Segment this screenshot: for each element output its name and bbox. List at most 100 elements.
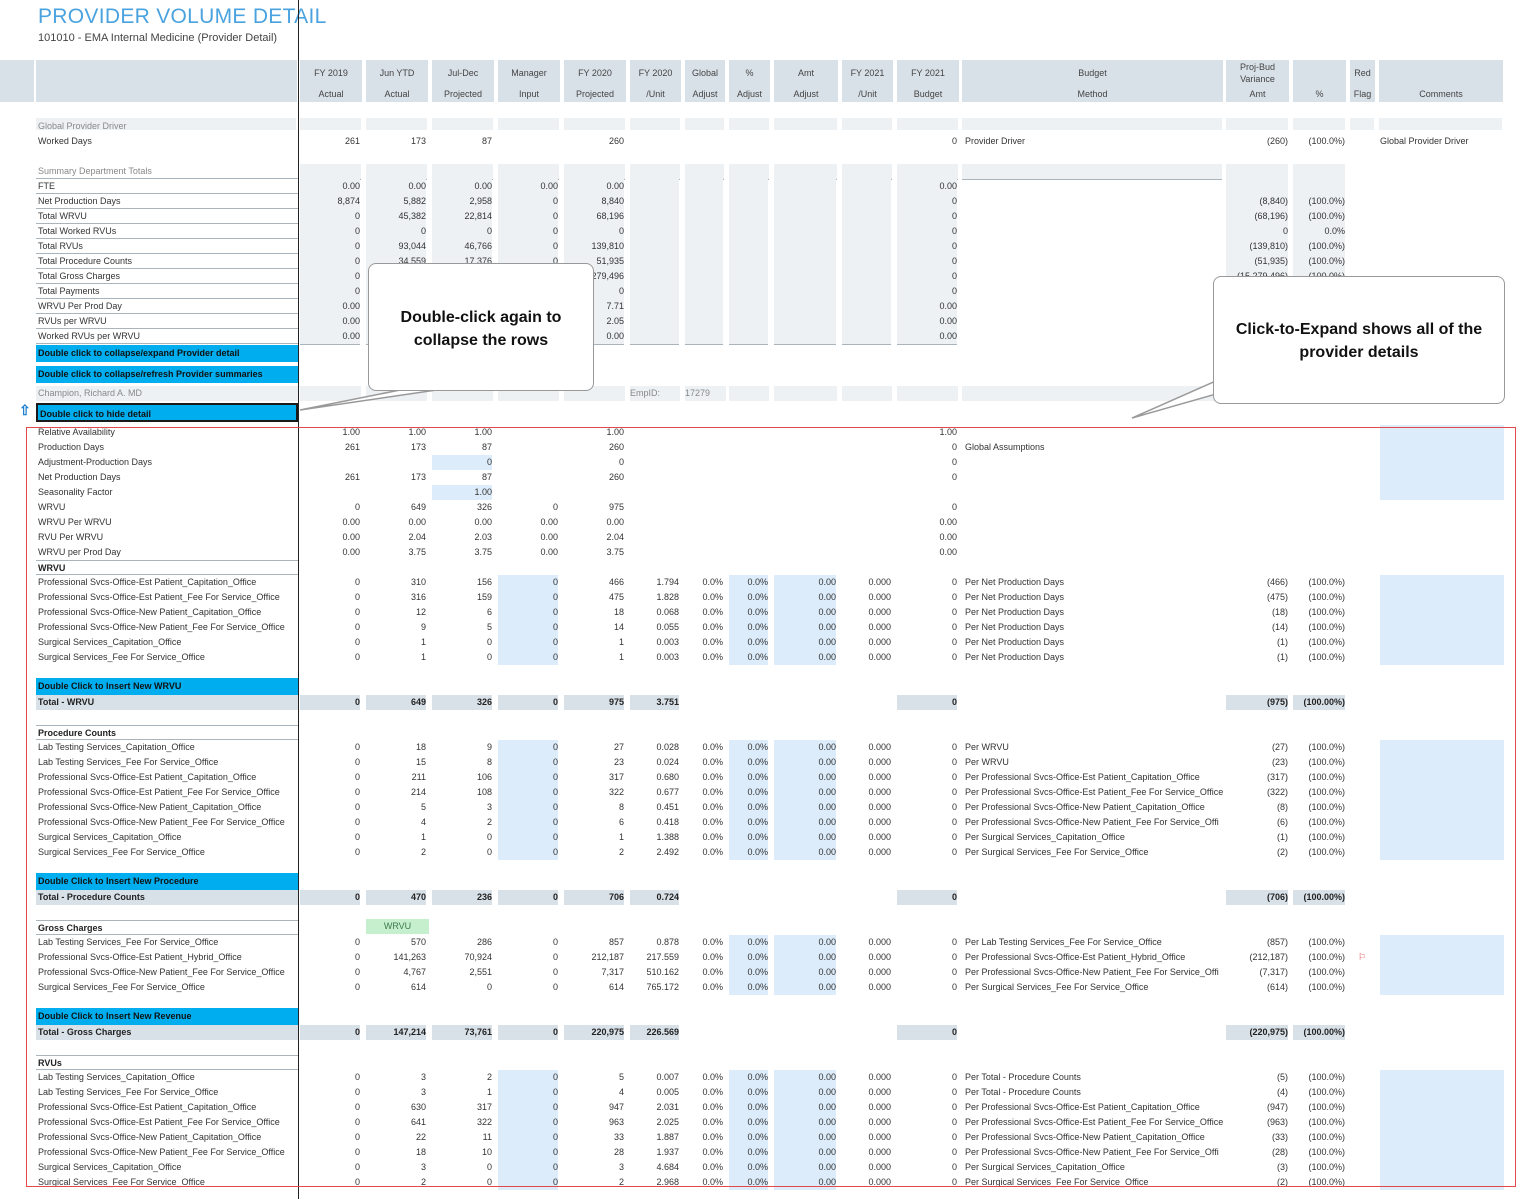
cell-value[interactable]: 0	[498, 590, 558, 605]
cell-value[interactable]: 0	[498, 770, 558, 785]
cell-value[interactable]: 0	[498, 1100, 558, 1115]
insert-new-procedure-band[interactable]: Double Click to Insert New Procedure	[36, 873, 298, 890]
cell-value[interactable]: 0.0%	[729, 1115, 768, 1130]
cell-value[interactable]: 0	[498, 575, 558, 590]
cell-value[interactable]: 0	[498, 800, 558, 815]
cell-value[interactable]: 0.00	[774, 830, 836, 845]
cell-value[interactable]: 0.00	[774, 590, 836, 605]
comment-input[interactable]	[1380, 785, 1504, 800]
cell-value[interactable]: 0.00	[774, 620, 836, 635]
cell-value[interactable]: 0.0%	[729, 950, 768, 965]
cell-value[interactable]: 0.00	[774, 650, 836, 665]
cell-value[interactable]: 0.00	[774, 605, 836, 620]
collapse-expand-provider-band[interactable]: Double click to collapse/expand Provider…	[36, 345, 298, 362]
cell-value[interactable]: 0.0%	[729, 785, 768, 800]
comment-input[interactable]	[1380, 470, 1504, 485]
comment-input[interactable]	[1380, 455, 1504, 470]
cell-value[interactable]: 0.0%	[729, 740, 768, 755]
cell-value[interactable]: 0	[498, 1070, 558, 1085]
cell-value[interactable]: 0	[498, 1130, 558, 1145]
comment-input[interactable]	[1380, 440, 1504, 455]
cell-value[interactable]: 0	[498, 740, 558, 755]
comment-input[interactable]	[1380, 1145, 1504, 1160]
cell-value[interactable]: 0.0%	[729, 980, 768, 995]
cell-value[interactable]: 0.0%	[729, 965, 768, 980]
comment-input[interactable]	[1380, 1100, 1504, 1115]
cell-value[interactable]: 0	[498, 830, 558, 845]
cell-value[interactable]: 0	[498, 785, 558, 800]
hide-detail-band[interactable]: Double click to hide detail	[36, 403, 298, 422]
comment-input[interactable]	[1380, 635, 1504, 650]
cell-value[interactable]: 0.0%	[729, 935, 768, 950]
cell-value[interactable]: 0.0%	[729, 1100, 768, 1115]
cell-value[interactable]: 0	[498, 1115, 558, 1130]
cell-value[interactable]: 0.0%	[729, 1160, 768, 1175]
cell-value[interactable]: 0.00	[774, 1130, 836, 1145]
comment-input[interactable]	[1380, 755, 1504, 770]
comment-input[interactable]	[1380, 1070, 1504, 1085]
cell-value[interactable]: 0.00	[774, 1145, 836, 1160]
cell-value[interactable]: 0.00	[774, 935, 836, 950]
comment-input[interactable]	[1380, 650, 1504, 665]
comment-input[interactable]	[1380, 965, 1504, 980]
up-arrow-icon[interactable]: ⇧	[19, 402, 31, 418]
cell-value[interactable]: 0.0%	[729, 575, 768, 590]
cell-value[interactable]: 0.00	[774, 1100, 836, 1115]
cell-value[interactable]: 0.00	[774, 965, 836, 980]
comment-input[interactable]	[1380, 425, 1504, 440]
comment-input[interactable]	[1380, 950, 1504, 965]
cell-value[interactable]: 0.00	[774, 950, 836, 965]
cell-value[interactable]: 0.0%	[729, 845, 768, 860]
cell-value[interactable]: 0	[432, 455, 492, 470]
comment-input[interactable]	[1380, 935, 1504, 950]
cell-value[interactable]: 0.00	[774, 755, 836, 770]
cell-value[interactable]: 0	[498, 605, 558, 620]
comment-input[interactable]	[1380, 815, 1504, 830]
cell-value[interactable]: 0.00	[774, 635, 836, 650]
cell-value[interactable]: 0.0%	[729, 605, 768, 620]
cell-value[interactable]: 0.0%	[729, 590, 768, 605]
cell-value[interactable]: 0.0%	[729, 815, 768, 830]
cell-value[interactable]: 0.0%	[729, 770, 768, 785]
comment-input[interactable]	[1380, 770, 1504, 785]
cell-value[interactable]: 0.00	[774, 575, 836, 590]
cell-value[interactable]: 0.00	[774, 770, 836, 785]
comment-input[interactable]	[1380, 800, 1504, 815]
comment-input[interactable]	[1380, 845, 1504, 860]
cell-value[interactable]: 0.00	[774, 1160, 836, 1175]
comment-input[interactable]	[1380, 1085, 1504, 1100]
cell-value[interactable]: 0	[498, 635, 558, 650]
cell-value[interactable]: 0.00	[774, 800, 836, 815]
comment-input[interactable]	[1380, 485, 1504, 500]
cell-value[interactable]: 0.0%	[729, 755, 768, 770]
cell-value[interactable]: 0.0%	[729, 635, 768, 650]
cell-value[interactable]: 0.0%	[729, 800, 768, 815]
cell-value[interactable]: 0.00	[774, 1070, 836, 1085]
collapse-refresh-summaries-band[interactable]: Double click to collapse/refresh Provide…	[36, 366, 298, 383]
insert-new-wrvu-band[interactable]: Double Click to Insert New WRVU	[36, 678, 298, 695]
cell-value[interactable]: 0	[498, 620, 558, 635]
cell-value[interactable]: 0.0%	[729, 1070, 768, 1085]
comment-input[interactable]	[1380, 980, 1504, 995]
comment-input[interactable]	[1380, 620, 1504, 635]
cell-value[interactable]: 0.0%	[729, 1145, 768, 1160]
cell-value[interactable]: 0	[498, 1145, 558, 1160]
cell-value[interactable]: 0	[498, 1160, 558, 1175]
comment-input[interactable]	[1380, 575, 1504, 590]
cell-value[interactable]: 0.00	[774, 1115, 836, 1130]
cell-value[interactable]: 0.00	[774, 1085, 836, 1100]
cell-value[interactable]: 1.00	[432, 485, 492, 500]
comment-input[interactable]	[1380, 1115, 1504, 1130]
cell-value[interactable]: 0.00	[774, 785, 836, 800]
cell-value[interactable]: 0.0%	[729, 620, 768, 635]
comment-input[interactable]	[1380, 590, 1504, 605]
cell-value[interactable]: 0.0%	[729, 1085, 768, 1100]
cell-value[interactable]: 0.00	[774, 845, 836, 860]
cell-value[interactable]: 0	[498, 815, 558, 830]
comment-input[interactable]	[1380, 1130, 1504, 1145]
cell-value[interactable]: 0.0%	[729, 650, 768, 665]
cell-value[interactable]: 0.00	[774, 740, 836, 755]
cell-value[interactable]: 0	[498, 1085, 558, 1100]
comment-input[interactable]	[1380, 605, 1504, 620]
comment-input[interactable]	[1380, 1160, 1504, 1175]
